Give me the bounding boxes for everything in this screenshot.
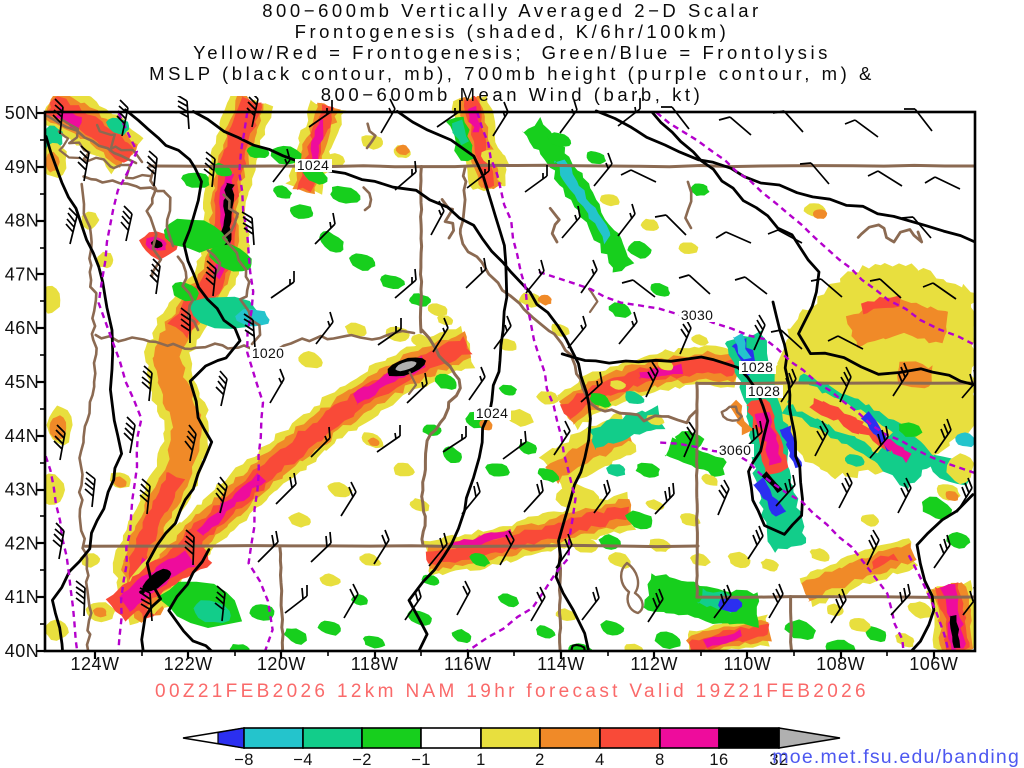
svg-text:−2: −2 [352,751,372,768]
svg-text:1024: 1024 [297,157,329,173]
svg-text:32: 32 [769,751,788,768]
svg-text:49N: 49N [5,157,40,177]
svg-text:48N: 48N [5,211,40,231]
svg-text:1024: 1024 [476,405,508,421]
svg-text:47N: 47N [5,264,40,284]
svg-text:Frontogenesis (shaded, K/6hr/1: Frontogenesis (shaded, K/6hr/100km) [295,21,730,42]
svg-text:43N: 43N [5,480,40,500]
svg-text:46N: 46N [5,318,40,338]
svg-text:3060: 3060 [719,442,751,458]
svg-text:MSLP (black contour, mb), 700m: MSLP (black contour, mb), 700mb height (… [149,63,875,84]
svg-text:112W: 112W [630,654,678,674]
svg-text:40N: 40N [5,641,40,661]
svg-text:800−600mb Mean Wind (barb, kt): 800−600mb Mean Wind (barb, kt) [321,84,704,105]
svg-text:16: 16 [709,751,728,768]
svg-text:1: 1 [476,751,486,768]
svg-text:45N: 45N [5,372,40,392]
svg-text:00Z21FEB2026 12km NAM 19hr for: 00Z21FEB2026 12km NAM 19hr forecast Vali… [155,681,869,702]
svg-text:41N: 41N [5,587,40,607]
svg-text:106W: 106W [909,654,958,674]
svg-text:1028: 1028 [741,359,773,375]
svg-text:−8: −8 [234,751,254,768]
svg-text:1020: 1020 [252,345,284,361]
svg-text:124W: 124W [70,654,119,674]
svg-text:800−600mb Vertically Averaged: 800−600mb Vertically Averaged 2−D Scalar [262,0,762,21]
svg-text:8: 8 [655,751,665,768]
svg-text:42N: 42N [5,533,40,553]
svg-text:−4: −4 [293,751,313,768]
svg-text:108W: 108W [816,654,865,674]
svg-text:44N: 44N [5,426,40,446]
svg-text:110W: 110W [724,654,772,674]
svg-text:3030: 3030 [681,307,713,323]
svg-text:−1: −1 [411,751,431,768]
svg-text:1028: 1028 [748,383,780,399]
svg-text:50N: 50N [5,103,40,123]
svg-text:122W: 122W [164,654,213,674]
svg-text:116W: 116W [444,654,492,674]
svg-text:120W: 120W [257,654,306,674]
svg-text:114W: 114W [537,654,585,674]
svg-text:Yellow/Red = Frontogenesis; G: Yellow/Red = Frontogenesis; Green/Blue =… [193,42,831,63]
svg-text:moe.met.fsu.edu/banding: moe.met.fsu.edu/banding [772,746,1020,768]
svg-text:4: 4 [595,751,605,768]
svg-text:118W: 118W [351,654,399,674]
svg-text:2: 2 [535,751,545,768]
